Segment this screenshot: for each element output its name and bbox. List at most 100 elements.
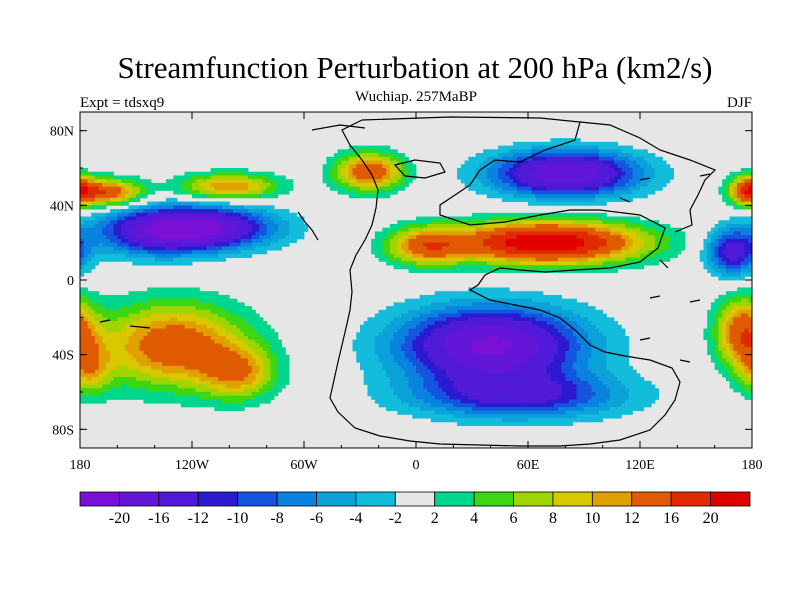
field-cell bbox=[277, 220, 282, 225]
field-cell bbox=[587, 197, 592, 202]
field-cell bbox=[516, 317, 521, 322]
field-cell bbox=[468, 253, 473, 258]
field-cell bbox=[121, 324, 126, 329]
field-cell bbox=[393, 302, 398, 307]
field-cell bbox=[192, 246, 197, 251]
field-cell bbox=[554, 201, 559, 206]
field-cell bbox=[640, 235, 645, 240]
field-cell bbox=[744, 186, 749, 191]
field-cell bbox=[419, 235, 424, 240]
field-cell bbox=[401, 321, 406, 326]
field-cell bbox=[740, 171, 745, 176]
field-cell bbox=[374, 250, 380, 255]
field-cell bbox=[554, 235, 559, 240]
field-cell bbox=[106, 250, 111, 255]
field-cell bbox=[117, 253, 122, 258]
field-cell bbox=[255, 328, 260, 333]
field-cell bbox=[154, 298, 159, 303]
field-cell bbox=[109, 242, 114, 247]
field-cell bbox=[528, 250, 533, 255]
field-cell bbox=[681, 246, 686, 251]
field-cell bbox=[494, 294, 499, 300]
field-cell bbox=[80, 261, 85, 266]
field-cell bbox=[520, 321, 525, 326]
field-cell bbox=[740, 216, 745, 221]
field-cell bbox=[539, 321, 544, 326]
field-cell bbox=[740, 182, 745, 188]
field-cell bbox=[557, 309, 562, 314]
field-cell bbox=[628, 265, 633, 270]
field-cell bbox=[124, 182, 129, 188]
field-cell bbox=[654, 242, 660, 247]
field-cell bbox=[195, 186, 200, 191]
field-cell bbox=[498, 306, 503, 311]
field-cell bbox=[606, 224, 611, 229]
field-cell bbox=[542, 224, 548, 229]
field-cell bbox=[199, 328, 204, 333]
field-cell bbox=[516, 309, 521, 314]
field-cell bbox=[457, 242, 462, 247]
field-cell bbox=[554, 324, 559, 329]
field-cell bbox=[584, 182, 589, 188]
field-cell bbox=[576, 141, 581, 146]
field-cell bbox=[386, 182, 391, 188]
field-cell bbox=[643, 250, 648, 255]
field-cell bbox=[498, 257, 503, 262]
field-cell bbox=[371, 145, 376, 150]
field-cell bbox=[460, 324, 465, 329]
field-cell bbox=[483, 171, 488, 176]
field-cell bbox=[221, 201, 226, 206]
field-cell bbox=[490, 168, 495, 173]
field-cell bbox=[404, 306, 409, 311]
field-cell bbox=[304, 224, 309, 229]
field-cell bbox=[113, 321, 118, 326]
field-cell bbox=[98, 220, 103, 225]
field-cell bbox=[699, 257, 704, 262]
field-cell bbox=[554, 317, 559, 322]
field-cell bbox=[546, 182, 551, 188]
field-cell bbox=[374, 164, 380, 169]
field-cell bbox=[393, 317, 398, 322]
field-cell bbox=[498, 268, 503, 273]
field-cell bbox=[733, 201, 738, 206]
field-cell bbox=[572, 257, 577, 262]
field-cell bbox=[199, 220, 204, 225]
field-cell bbox=[710, 265, 716, 270]
field-cell bbox=[561, 265, 566, 270]
field-cell bbox=[621, 216, 626, 221]
field-cell bbox=[132, 209, 137, 214]
field-cell bbox=[218, 179, 223, 184]
field-cell bbox=[236, 227, 241, 232]
field-cell bbox=[360, 182, 365, 188]
field-cell bbox=[733, 175, 738, 180]
field-cell bbox=[576, 171, 581, 176]
field-cell bbox=[434, 250, 439, 255]
field-cell bbox=[408, 261, 413, 266]
field-cell bbox=[289, 186, 294, 191]
field-cell bbox=[397, 309, 402, 314]
field-cell bbox=[274, 231, 279, 236]
field-cell bbox=[203, 253, 208, 258]
field-cell bbox=[173, 291, 178, 296]
field-cell bbox=[501, 238, 506, 244]
field-cell bbox=[363, 171, 368, 176]
field-cell bbox=[158, 294, 163, 300]
field-cell bbox=[501, 298, 506, 303]
field-cell bbox=[154, 257, 159, 262]
field-cell bbox=[472, 261, 477, 266]
field-cell bbox=[654, 156, 660, 161]
field-cell bbox=[546, 153, 551, 158]
field-cell bbox=[710, 246, 716, 251]
field-cell bbox=[718, 272, 723, 277]
field-cell bbox=[221, 212, 226, 217]
field-cell bbox=[681, 235, 686, 240]
field-cell bbox=[102, 231, 107, 236]
field-cell bbox=[479, 220, 484, 225]
field-cell bbox=[83, 313, 88, 318]
field-cell bbox=[240, 205, 245, 210]
field-cell bbox=[535, 306, 540, 311]
field-cell bbox=[714, 231, 719, 236]
field-cell bbox=[557, 197, 562, 202]
field-cell bbox=[225, 328, 230, 333]
